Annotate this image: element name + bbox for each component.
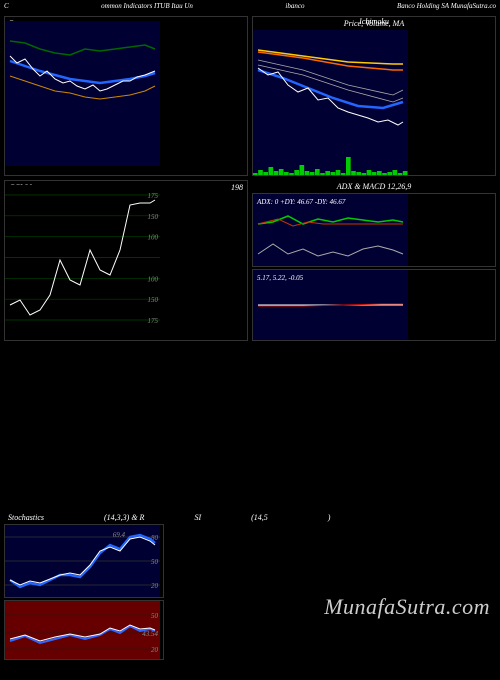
- svg-text:5.17, 5.22, -0.05: 5.17, 5.22, -0.05: [257, 274, 304, 282]
- header-center1: ommon Indicators ITUB Itau Un: [101, 2, 193, 10]
- bollinger-chart: [5, 21, 247, 166]
- stoch-title-si: SI: [194, 513, 201, 522]
- svg-text:150: 150: [148, 296, 159, 304]
- header-left: C: [4, 2, 9, 10]
- stoch-title-mid: (14,3,3) & R: [104, 513, 144, 522]
- price-subtitle: Ichimoku: [359, 17, 389, 26]
- stoch-panel: 80502069.4: [4, 524, 164, 598]
- svg-text:175: 175: [148, 317, 159, 325]
- adx-panel: ADX: 0 +DY: 46.67 -DY: 46.67: [252, 193, 496, 267]
- header-right: Banco Holding SA MunafaSutra.co: [397, 2, 496, 10]
- stoch-title-right: (14,5 ): [251, 513, 330, 522]
- cci-panel: CCI 20 198 175150100100150175: [4, 180, 248, 341]
- chart-grid-row2: CCI 20 198 175150100100150175 ADX & MACD…: [0, 180, 500, 341]
- svg-text:150: 150: [148, 213, 159, 221]
- price-panel: Price, Volume, MA Ichimoku Bands 20,2: [252, 16, 496, 176]
- adx-macd-title: ADX & MACD 12,26,9: [337, 182, 411, 191]
- svg-text:175: 175: [148, 192, 159, 200]
- svg-text:100: 100: [148, 275, 159, 283]
- cci-chart: 175 150 100 100 150 175: [5, 185, 247, 330]
- adx-macd-column: ADX & MACD 12,26,9 ADX: 0 +DY: 46.67 -DY…: [252, 180, 496, 341]
- svg-text:20: 20: [151, 582, 159, 590]
- svg-text:ADX: 0 +DY: 46.67 -DY: 46.67: ADX: 0 +DY: 46.67 -DY: 46.67: [256, 198, 346, 206]
- chart-grid-row1: B Price, Volume, MA Ichimoku Bands 20,2: [0, 12, 500, 180]
- svg-text:50: 50: [151, 612, 159, 620]
- svg-text:20: 20: [151, 646, 159, 654]
- stoch-title-left: Stochastics: [8, 513, 44, 522]
- header-center2: ibanco: [285, 2, 304, 10]
- watermark: MunafaSutra.com: [324, 594, 490, 620]
- page-header: C ommon Indicators ITUB Itau Un ibanco B…: [0, 0, 500, 12]
- rsi-panel: 50 43.54 20: [4, 600, 164, 660]
- svg-text:69.4: 69.4: [113, 531, 126, 539]
- macd-panel: 5.17, 5.22, -0.05: [252, 269, 496, 341]
- svg-text:100: 100: [148, 234, 159, 242]
- stoch-section: Stochastics (14,3,3) & R SI (14,5 ) 8050…: [4, 511, 496, 660]
- svg-text:43.54: 43.54: [142, 630, 158, 638]
- price-chart: [253, 30, 495, 175]
- svg-text:50: 50: [151, 558, 159, 566]
- bollinger-panel: B: [4, 16, 248, 176]
